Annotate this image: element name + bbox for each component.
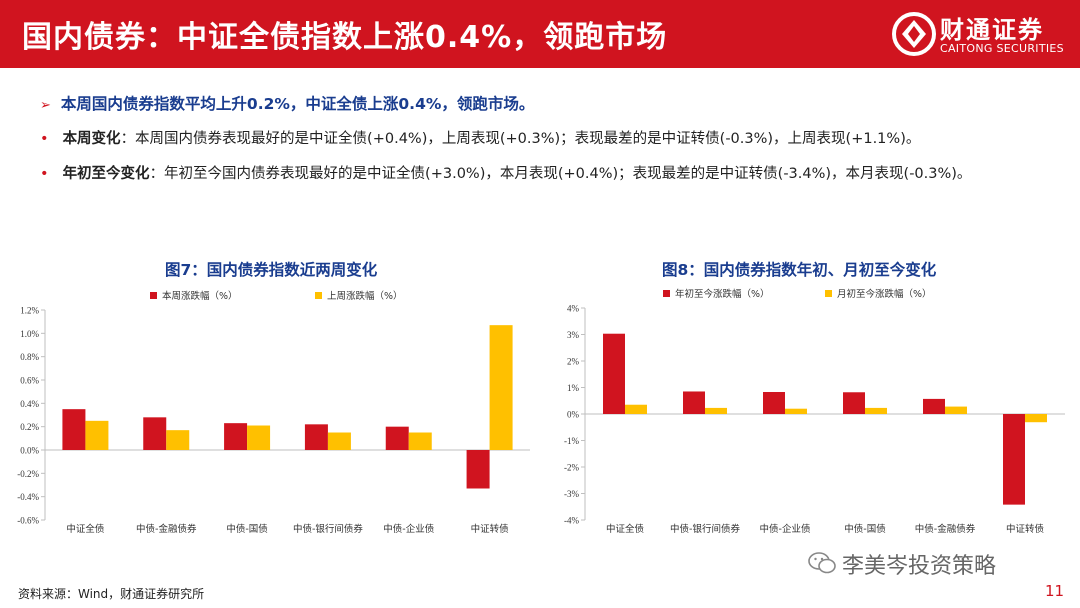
category-label: 中证全债: [66, 523, 105, 535]
header-bar: 国内债券：中证全债指数上涨0.4%，领跑市场 财通证券 CAITONG SECU…: [0, 0, 1080, 68]
bar-series1: [683, 391, 705, 414]
chart-title-fig8: 图8：国内债券指数年初、月初至今变化: [662, 261, 937, 279]
source-note: 资料来源：Wind，财通证券研究所: [18, 587, 205, 601]
y-tick-label: 1.2%: [20, 306, 39, 316]
bar-series2: [1025, 414, 1047, 423]
legend-label: 月初至今涨跌幅（%）: [837, 288, 932, 300]
y-tick-label: 0.2%: [20, 422, 39, 432]
legend-swatch: [315, 292, 322, 299]
y-tick-label: 1%: [567, 383, 580, 393]
y-tick-label: -4%: [564, 516, 579, 526]
category-label: 中证转债: [471, 523, 510, 535]
logo-english-text: CAITONG SECURITIES: [940, 42, 1064, 55]
y-tick-label: 0.0%: [20, 446, 39, 456]
category-label: 中债-企业债: [383, 523, 434, 535]
y-tick-label: 0%: [567, 410, 580, 420]
bullet-ytd-change: • 年初至今变化：年初至今国内债券表现最好的是中证全债(+3.0%)，本月表现(+…: [40, 162, 971, 183]
wechat-icon: [808, 552, 836, 574]
bar-series2: [785, 408, 807, 414]
headline: ➢ 本周国内债券指数平均上升0.2%，中证全债上涨0.4%，领跑市场。: [40, 92, 534, 114]
y-tick-label: 0.8%: [20, 352, 39, 362]
bullet-label: 本周变化: [62, 131, 121, 147]
bar-series1: [466, 450, 490, 489]
bar-series1: [843, 392, 865, 414]
bar-series1: [1003, 414, 1025, 505]
bond-weekly-chart: -0.6% -0.4% -0.2% 0.0% 0.2% 0.4% 0.6% 0.8% 1.0% 1…: [17, 290, 530, 535]
y-tick-label: -0.2%: [17, 469, 39, 479]
bullet-dot-icon: •: [40, 131, 49, 147]
bar-series2: [327, 432, 351, 450]
page-number: 11: [1045, 582, 1065, 600]
category-label: 中债-金融债券: [915, 523, 976, 535]
y-tick-label: -0.6%: [17, 516, 39, 526]
logo-emblem-icon: [892, 12, 936, 56]
bar-series2: [865, 407, 887, 414]
bar-series1: [385, 426, 409, 450]
bar-series1: [763, 392, 785, 414]
legend-swatch: [663, 290, 670, 297]
bar-series2: [945, 406, 967, 414]
bar-series1: [143, 417, 167, 450]
category-label: 中债-银行间债券: [670, 523, 740, 535]
legend-label: 本周涨跌幅（%）: [162, 290, 238, 302]
page-title: 国内债券：中证全债指数上涨0.4%，领跑市场: [22, 20, 668, 55]
bar-series2: [166, 430, 190, 450]
bullet-text: ：本周国内债券表现最好的是中证全债(+0.4%)，上周表现(+0.3%)；表现最…: [120, 131, 921, 147]
bar-series1: [603, 333, 625, 414]
chart-title-fig7: 图7：国内债券指数近两周变化: [165, 261, 378, 279]
bar-series1: [224, 423, 248, 450]
bar-series1: [62, 409, 86, 450]
y-tick-label: 4%: [567, 304, 580, 314]
logo-chinese-text: 财通证券: [940, 16, 1044, 44]
y-tick-label: 0.6%: [20, 376, 39, 386]
category-label: 中债-银行间债券: [293, 523, 363, 535]
y-tick-label: -3%: [564, 489, 579, 499]
headline-text: 本周国内债券指数平均上升0.2%，中证全债上涨0.4%，领跑市场。: [60, 95, 535, 113]
y-tick-label: -0.4%: [17, 492, 39, 502]
bullet-text: ：年初至今国内债券表现最好的是中证全债(+3.0%)，本月表现(+0.4%)；表…: [149, 166, 972, 182]
y-tick-label: 0.4%: [20, 399, 39, 409]
bar-series1: [304, 424, 328, 450]
bar-series2: [705, 407, 727, 414]
bar-series2: [625, 404, 647, 414]
bar-series2: [408, 432, 432, 450]
bullet-weekly-change: • 本周变化：本周国内债券表现最好的是中证全债(+0.4%)，上周表现(+0.3%…: [40, 127, 920, 148]
bond-ytd-chart: -4% -3% -2% -1% 0% 1% 2% 3% 4% 中证全债 中债-银行间债券 中债-企业债…: [564, 288, 1065, 535]
category-label: 中证转债: [1006, 523, 1045, 535]
category-label: 中证全债: [606, 523, 645, 535]
category-label: 中债-金融债券: [136, 523, 197, 535]
company-logo: 财通证券 CAITONG SECURITIES: [880, 0, 1080, 68]
y-tick-label: 3%: [567, 330, 580, 340]
bar-series2: [489, 325, 513, 450]
legend-swatch: [825, 290, 832, 297]
legend-swatch: [150, 292, 157, 299]
bullet-label: 年初至今变化: [62, 166, 150, 182]
y-tick-label: -1%: [564, 436, 579, 446]
y-tick-label: 1.0%: [20, 329, 39, 339]
bar-series2: [247, 425, 271, 450]
bar-series2: [85, 420, 109, 450]
category-label: 中债-国债: [844, 523, 886, 535]
bar-series1: [923, 398, 945, 414]
category-label: 中债-国债: [226, 523, 268, 535]
y-tick-label: -2%: [564, 463, 579, 473]
y-tick-label: 2%: [567, 357, 580, 367]
category-label: 中债-企业债: [760, 523, 811, 535]
watermark-text: 李美岑投资策略: [842, 554, 997, 579]
legend-label: 上周涨跌幅（%）: [327, 290, 403, 302]
arrow-bullet-icon: ➢: [40, 98, 51, 113]
bullet-dot-icon: •: [40, 166, 49, 182]
legend-label: 年初至今涨跌幅（%）: [675, 288, 770, 300]
